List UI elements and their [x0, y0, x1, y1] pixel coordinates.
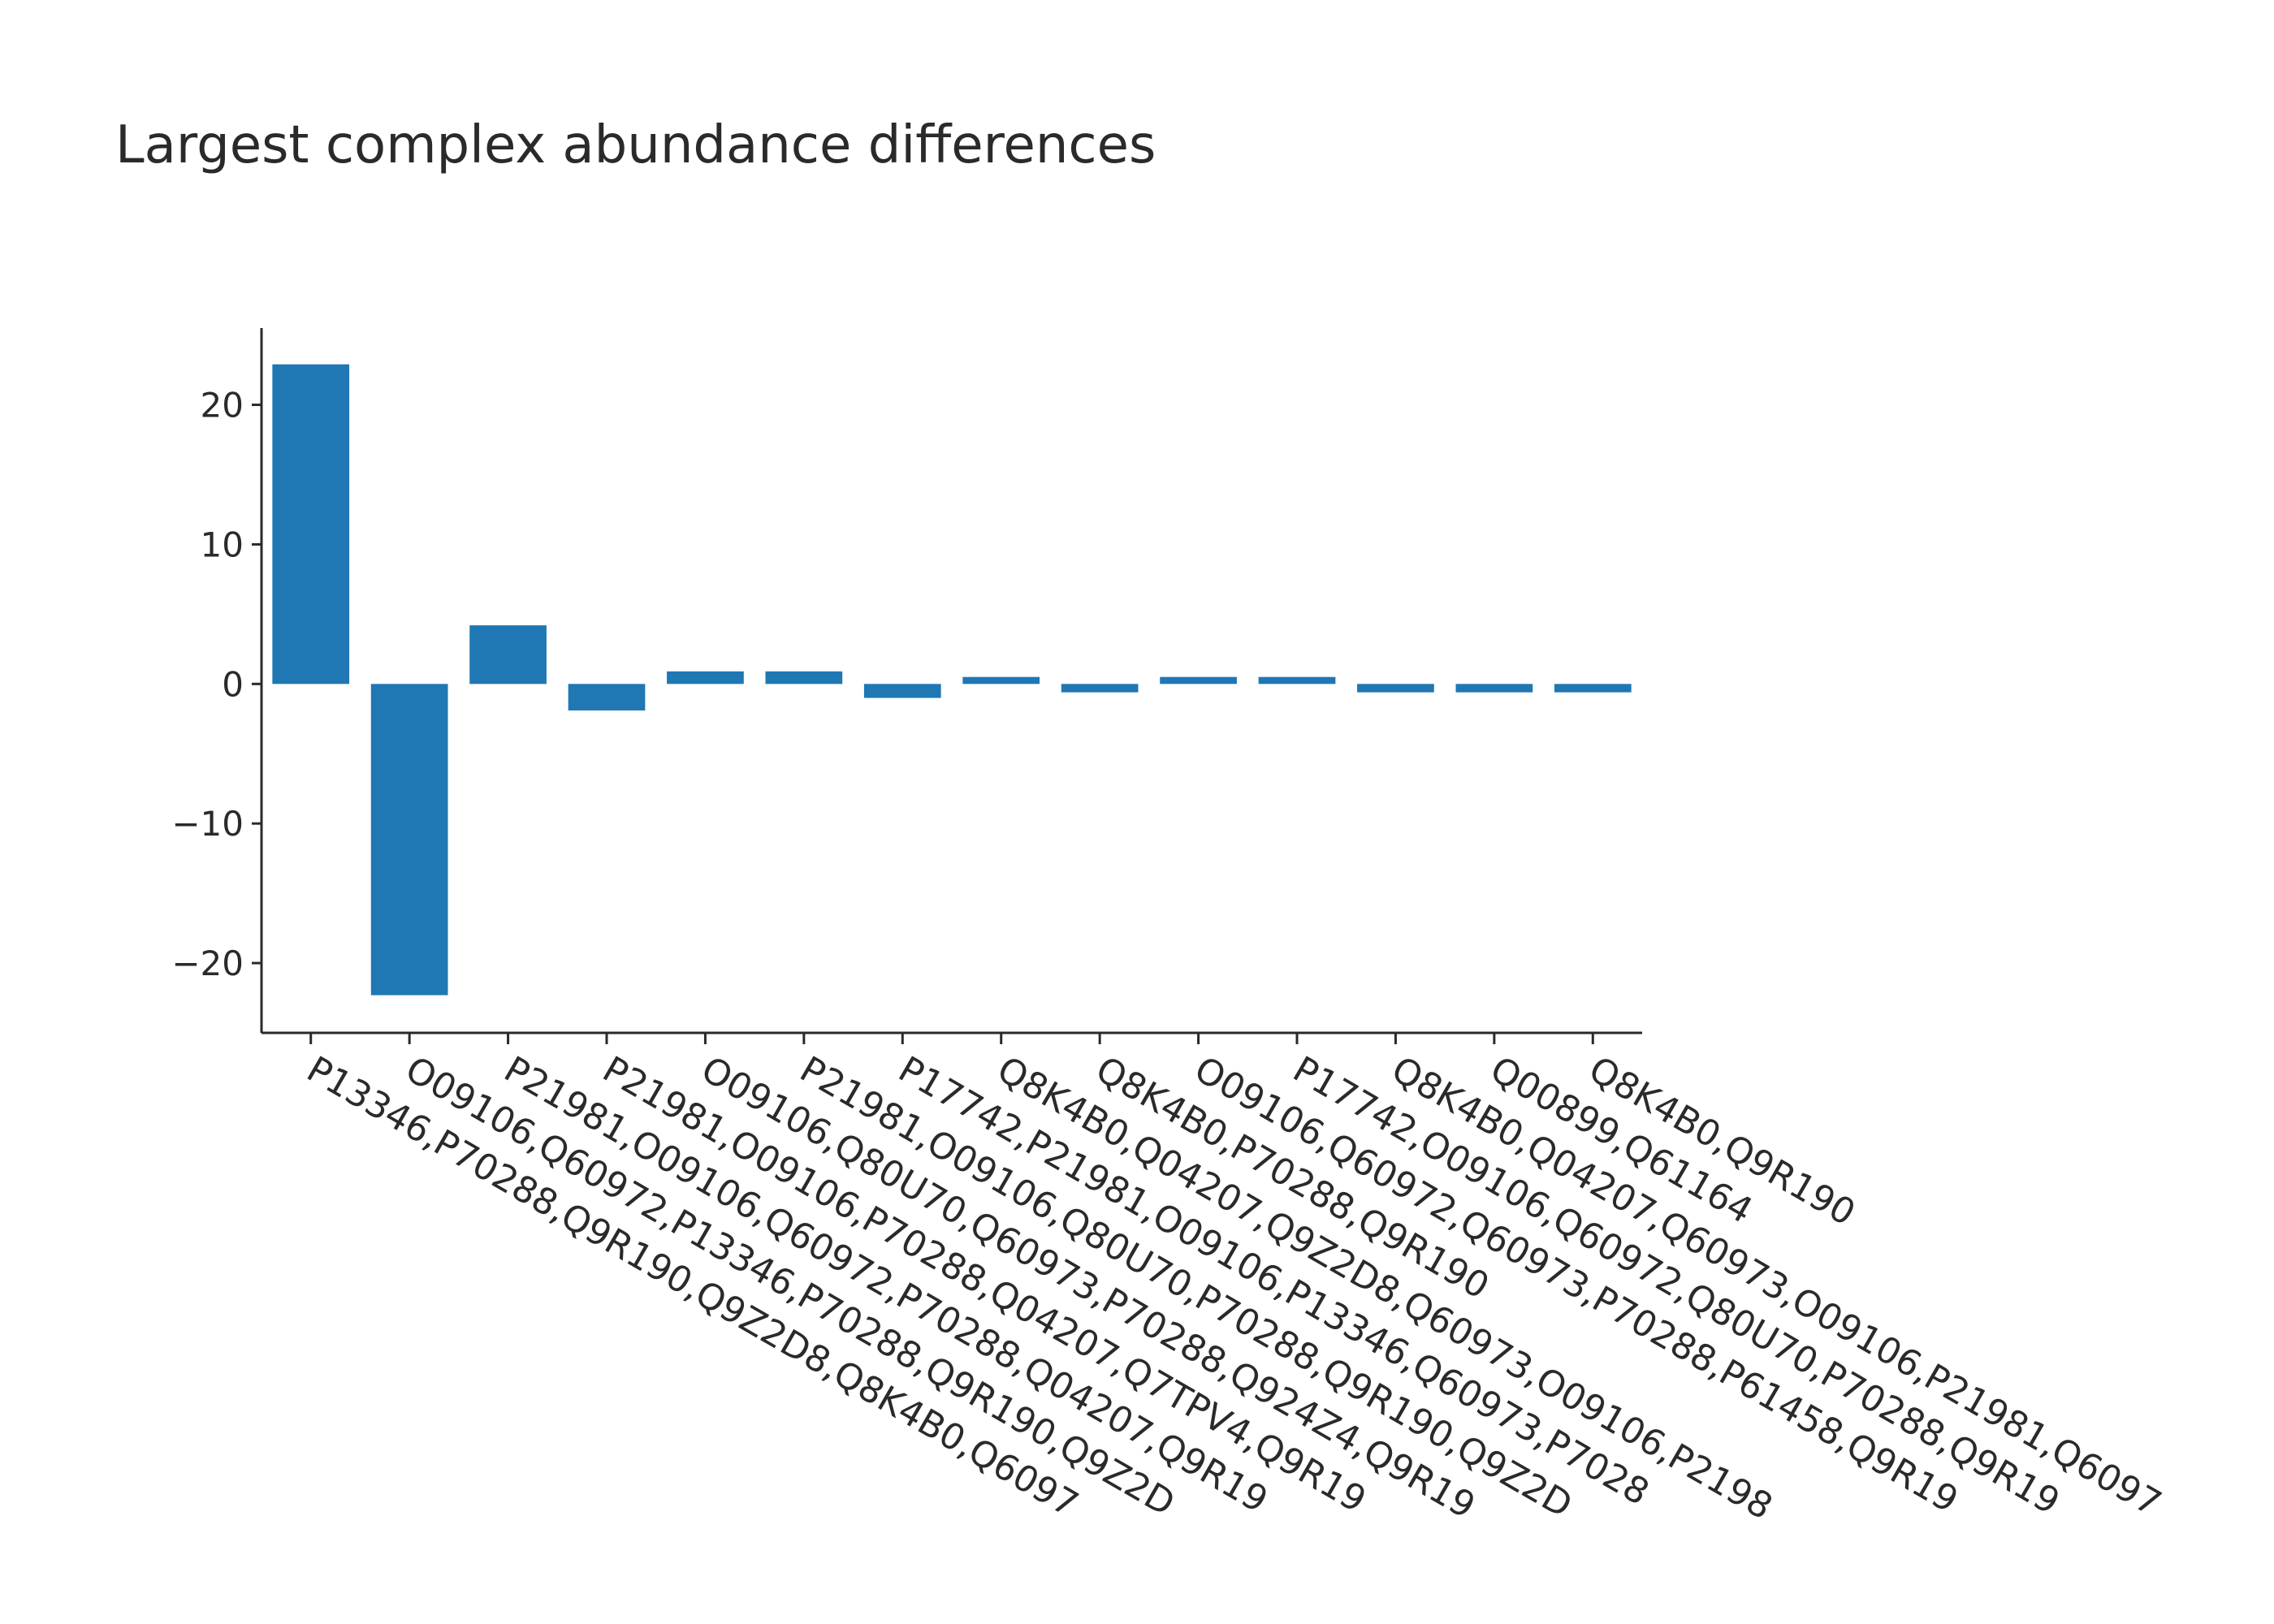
- bar-3: [469, 625, 547, 685]
- bar-1: [272, 364, 350, 685]
- y-tick-label: 0: [222, 664, 244, 704]
- y-tick-label: 10: [201, 525, 244, 564]
- bar-4: [568, 684, 646, 710]
- bar-6: [765, 671, 843, 685]
- bar-11: [1258, 676, 1336, 685]
- bar-12: [1357, 684, 1434, 693]
- y-tick-label: 20: [201, 386, 244, 425]
- bar-9: [1061, 684, 1139, 693]
- bar-8: [962, 676, 1040, 685]
- bar-7: [863, 684, 941, 698]
- y-tick-label: −20: [171, 944, 244, 983]
- bar-14: [1554, 684, 1632, 693]
- bar-13: [1455, 684, 1533, 693]
- x-axis: P13346,P70288,Q9R190,Q9Z2D8,Q8K4B0,Q6097…: [262, 1031, 2168, 1528]
- bars-group: [272, 364, 1632, 996]
- chart-title: Largest complex abundance differences: [115, 115, 1156, 175]
- bar-10: [1160, 676, 1237, 685]
- y-tick-label: −10: [171, 804, 244, 844]
- y-axis: 20 10 0 −10 −20: [171, 328, 263, 1033]
- bar-5: [667, 671, 744, 685]
- bar-2: [370, 684, 448, 996]
